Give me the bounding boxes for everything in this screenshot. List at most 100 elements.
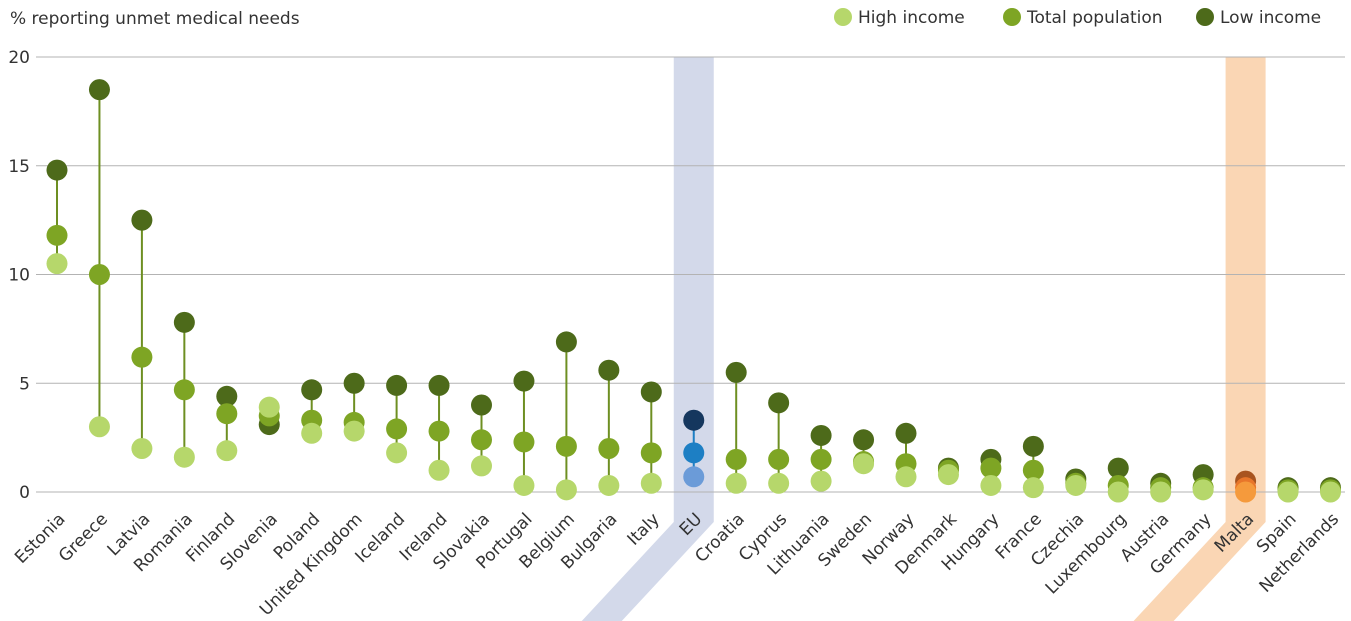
total-population-dot: [683, 442, 705, 464]
y-axis: 0 5 10 15 20: [8, 48, 30, 503]
high-income-dot: [980, 474, 1002, 496]
low-income-dot: [88, 79, 110, 101]
low-income-dot: [768, 392, 790, 414]
country-spain: [1277, 477, 1299, 503]
country-ireland: [428, 374, 450, 481]
low-income-dot: [173, 311, 195, 333]
total-population-dot: [131, 346, 153, 368]
high-income-dot: [640, 472, 662, 494]
total-population-dot: [598, 438, 620, 459]
low-income-dot: [640, 381, 662, 403]
country-finland: [216, 385, 238, 462]
high-income-dot: [1235, 481, 1257, 503]
low-income-dot: [301, 379, 323, 401]
total-population-dot: [88, 264, 110, 285]
high-income-dot: [301, 422, 323, 444]
country-netherlands: [1320, 477, 1341, 503]
low-income-dot: [895, 422, 917, 444]
total-population-dot: [725, 448, 747, 470]
country-belgium: [555, 331, 577, 501]
country-slovakia: [471, 394, 492, 477]
legend-swatch: [1196, 8, 1214, 26]
high-income-dot: [683, 466, 705, 488]
country-austria: [1150, 472, 1172, 503]
high-income-dot: [343, 420, 365, 442]
legend-item-low-income: Low income: [1196, 8, 1321, 28]
total-population-dot: [513, 431, 535, 453]
country-poland: [301, 379, 323, 444]
low-income-dot: [555, 331, 577, 353]
high-income-dot: [1150, 481, 1172, 503]
low-income-dot: [513, 370, 535, 392]
total-population-dot: [46, 224, 68, 246]
low-income-dot: [386, 374, 408, 396]
country-lithuania: [810, 424, 832, 492]
high-income-dot: [386, 442, 408, 464]
legend-item-total-population: Total population: [1003, 8, 1163, 28]
total-population-dot: [386, 418, 408, 440]
data-marks: [46, 79, 1341, 503]
country-estonia: [46, 159, 68, 275]
country-sweden: [853, 429, 875, 475]
total-population-dot: [768, 448, 790, 470]
total-population-dot: [640, 442, 662, 464]
legend-swatch: [834, 8, 852, 26]
highlight-band-malta: [1133, 57, 1266, 621]
country-croatia: [725, 361, 747, 494]
y-tick-label: 20: [8, 48, 30, 68]
highlight-band-eu: [581, 57, 714, 621]
low-income-dot: [343, 372, 365, 394]
high-income-dot: [46, 253, 68, 275]
high-income-dot: [895, 466, 917, 488]
y-tick-label: 15: [8, 157, 30, 177]
high-income-dot: [1192, 479, 1214, 501]
y-tick-label: 0: [19, 483, 30, 503]
y-tick-label: 10: [8, 266, 30, 286]
high-income-dot: [598, 474, 620, 496]
low-income-dot: [1022, 435, 1044, 457]
highlight-bands: [581, 57, 1266, 621]
low-income-dot: [683, 409, 705, 431]
high-income-dot: [258, 396, 280, 418]
low-income-dot: [471, 394, 492, 416]
total-population-dot: [810, 448, 832, 470]
country-bulgaria: [598, 359, 620, 496]
low-income-dot: [46, 159, 68, 181]
high-income-dot: [768, 472, 790, 494]
country-united-kingdom: [343, 372, 365, 442]
country-eu: [683, 409, 705, 488]
low-income-dot: [131, 209, 153, 231]
low-income-dot: [810, 424, 832, 446]
high-income-dot: [1320, 481, 1341, 503]
country-iceland: [386, 374, 408, 464]
country-italy: [640, 381, 662, 494]
country-norway: [895, 422, 917, 488]
low-income-dot: [428, 374, 450, 396]
x-axis: EstoniaGreeceLatviaRomaniaFinlandSloveni…: [11, 509, 1343, 620]
total-population-dot: [1022, 459, 1044, 481]
legend: High income Total population Low income: [834, 8, 1321, 28]
country-romania: [173, 311, 195, 468]
high-income-dot: [513, 474, 535, 496]
high-income-dot: [555, 479, 577, 501]
high-income-dot: [173, 446, 195, 468]
high-income-dot: [88, 416, 110, 438]
high-income-dot: [131, 438, 153, 459]
country-slovenia: [258, 396, 280, 436]
high-income-dot: [725, 472, 747, 494]
legend-item-high-income: High income: [834, 8, 965, 28]
country-malta: [1235, 470, 1257, 503]
country-france: [1022, 435, 1044, 499]
high-income-dot: [853, 453, 875, 475]
total-population-dot: [980, 457, 1002, 479]
high-income-dot: [810, 470, 832, 492]
total-population-dot: [555, 435, 577, 457]
high-income-dot: [1022, 477, 1044, 499]
country-luxembourg: [1107, 457, 1129, 503]
country-cyprus: [768, 392, 790, 494]
country-denmark: [937, 457, 959, 486]
total-population-dot: [216, 403, 238, 425]
high-income-dot: [428, 459, 450, 481]
high-income-dot: [216, 440, 238, 462]
